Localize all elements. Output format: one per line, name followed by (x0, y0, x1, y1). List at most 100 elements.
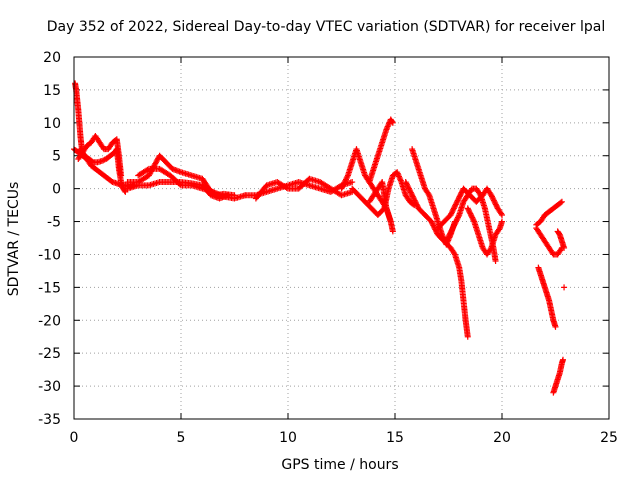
data-point (457, 190, 464, 197)
data-point (450, 223, 457, 230)
data-point (488, 193, 495, 200)
data-point (408, 190, 415, 197)
data-point (453, 200, 460, 207)
data-point (407, 189, 414, 196)
data-point (458, 189, 465, 196)
data-point (122, 188, 129, 195)
data-point (454, 214, 461, 221)
data-point (444, 235, 451, 242)
series-late-b (533, 225, 565, 258)
y-tick-label: 5 (52, 149, 61, 165)
data-point (449, 208, 456, 215)
data-point (428, 218, 435, 225)
data-point (403, 180, 410, 187)
x-tick-label: 25 (600, 430, 618, 446)
data-point (411, 197, 418, 204)
y-tick-label: -35 (38, 412, 61, 428)
y-tick-label: -20 (38, 313, 61, 329)
data-point (467, 211, 474, 218)
data-point (341, 179, 348, 186)
data-point (448, 227, 455, 234)
data-point (389, 119, 396, 126)
data-point (452, 201, 459, 208)
data-point (283, 184, 290, 191)
y-tick-label: -15 (38, 280, 61, 296)
data-point (433, 229, 440, 236)
data-point (449, 225, 456, 232)
data-point (470, 217, 477, 224)
data-point (490, 196, 497, 203)
data-point (447, 230, 454, 237)
data-point (403, 181, 410, 188)
plot-frame (73, 56, 610, 420)
data-point (430, 222, 437, 229)
data-point (492, 258, 499, 265)
data-point (454, 215, 461, 222)
series-late-isolated (561, 284, 568, 291)
data-point (404, 183, 411, 190)
data-point (412, 200, 419, 207)
data-point (559, 356, 566, 363)
data-point (451, 250, 458, 257)
data-point (496, 226, 503, 233)
x-tick-label: 5 (177, 430, 186, 446)
grid-layer (74, 57, 609, 419)
series-late-c (535, 264, 559, 330)
data-point (447, 229, 454, 236)
data-point (444, 236, 451, 243)
data-point (342, 176, 349, 183)
data-point (561, 244, 568, 251)
data-point (488, 192, 495, 199)
data-point (490, 197, 497, 204)
data-point (452, 218, 459, 225)
data-point (498, 210, 505, 217)
y-tick-label: 20 (43, 50, 61, 66)
y-tick-label: 15 (43, 83, 61, 99)
data-point (448, 210, 455, 217)
data-point (449, 226, 456, 233)
data-point (448, 209, 455, 216)
data-point (407, 188, 414, 195)
data-point (340, 181, 347, 188)
y-tick-label: -25 (38, 346, 61, 362)
y-tick-label: 10 (43, 116, 61, 132)
data-point (452, 202, 459, 209)
data-point (454, 198, 461, 205)
data-point (338, 185, 345, 192)
x-axis-label: GPS time / hours (281, 457, 398, 473)
data-point (465, 206, 472, 213)
data-point (466, 208, 473, 215)
data-point (558, 198, 565, 205)
y-tick-label: 0 (52, 182, 61, 198)
series-spike-around-14 (366, 179, 394, 225)
data-point (456, 193, 463, 200)
data-point (389, 118, 396, 125)
y-tick-label: -30 (38, 379, 61, 395)
data-layer (71, 80, 568, 396)
series-evening-c (464, 205, 505, 258)
data-point (469, 215, 476, 222)
data-point (144, 166, 151, 173)
data-point (552, 323, 559, 330)
data-point (425, 190, 432, 197)
data-point (349, 179, 356, 186)
tick-layer: 20 15 10 5 0 -5 -10 -15 -20 -25 -30 -35 0 5 10 15 20 25 (38, 50, 618, 446)
data-point (412, 198, 419, 205)
data-point (468, 213, 475, 220)
data-point (451, 221, 458, 228)
data-point (450, 206, 457, 213)
data-point (561, 284, 568, 291)
series-late-e (550, 356, 566, 396)
data-point (469, 214, 476, 221)
data-point (339, 183, 346, 190)
data-point (493, 202, 500, 209)
data-point (447, 211, 454, 218)
data-point (451, 222, 458, 229)
data-point (557, 199, 564, 206)
data-point (411, 196, 418, 203)
data-point (454, 197, 461, 204)
series-late-a (533, 198, 565, 228)
data-point (406, 186, 413, 193)
x-tick-label: 15 (386, 430, 404, 446)
